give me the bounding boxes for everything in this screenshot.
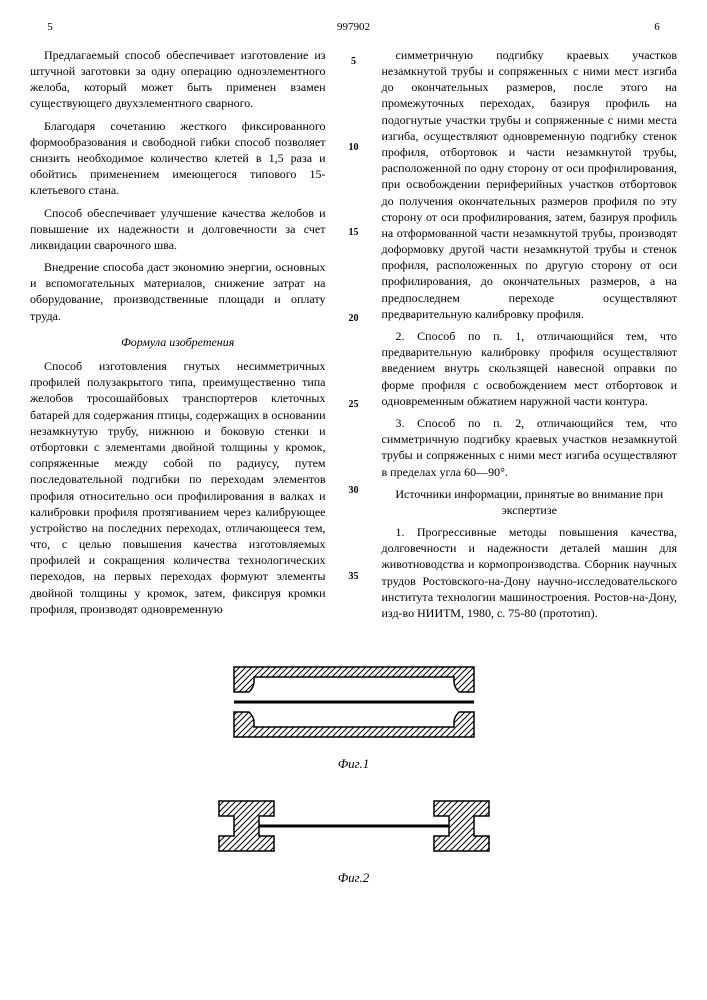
line-marker: 25 — [346, 398, 362, 412]
line-marker: 20 — [346, 312, 362, 326]
line-marker: 30 — [346, 484, 362, 498]
line-marker: 10 — [346, 141, 362, 155]
figures-block: Фиг.1 Фиг.2 — [30, 657, 677, 886]
page-header: 5 997902 6 — [30, 20, 677, 35]
line-marker: 5 — [346, 55, 362, 69]
right-p4: 1. Прогрессивные методы повышения качест… — [382, 524, 678, 621]
fig2-caption: Фиг.2 — [30, 869, 677, 887]
line-marker: 35 — [346, 570, 362, 584]
page-number-right: 6 — [637, 20, 677, 35]
line-number-markers: 5 10 15 20 25 30 35 — [346, 47, 362, 627]
left-p5: Способ изготовления гнутых несимметричны… — [30, 358, 326, 617]
fig1-caption: Фиг.1 — [30, 755, 677, 773]
line-marker: 15 — [346, 226, 362, 240]
page-number-left: 5 — [30, 20, 70, 35]
left-p1: Предлагаемый способ обеспечивает изготов… — [30, 47, 326, 112]
left-p2: Благодаря сочетанию жесткого фиксированн… — [30, 118, 326, 199]
right-p1: симметричную подгибку краевых участков н… — [382, 47, 678, 322]
figure-2 — [204, 791, 504, 861]
text-columns: Предлагаемый способ обеспечивает изготов… — [30, 47, 677, 627]
figure-1 — [214, 657, 494, 747]
left-p3: Способ обеспечивает улучшение качества ж… — [30, 205, 326, 254]
right-p3: 3. Способ по п. 2, отличающийся тем, что… — [382, 415, 678, 480]
left-p4: Внедрение способа даст экономию энергии,… — [30, 259, 326, 324]
document-number: 997902 — [70, 20, 637, 35]
formula-title: Формула изобретения — [30, 334, 326, 350]
left-column: Предлагаемый способ обеспечивает изготов… — [30, 47, 326, 627]
sources-title: Источники информации, принятые во вниман… — [382, 486, 678, 518]
right-p2: 2. Способ по п. 1, отличающийся тем, что… — [382, 328, 678, 409]
right-column: симметричную подгибку краевых участков н… — [382, 47, 678, 627]
